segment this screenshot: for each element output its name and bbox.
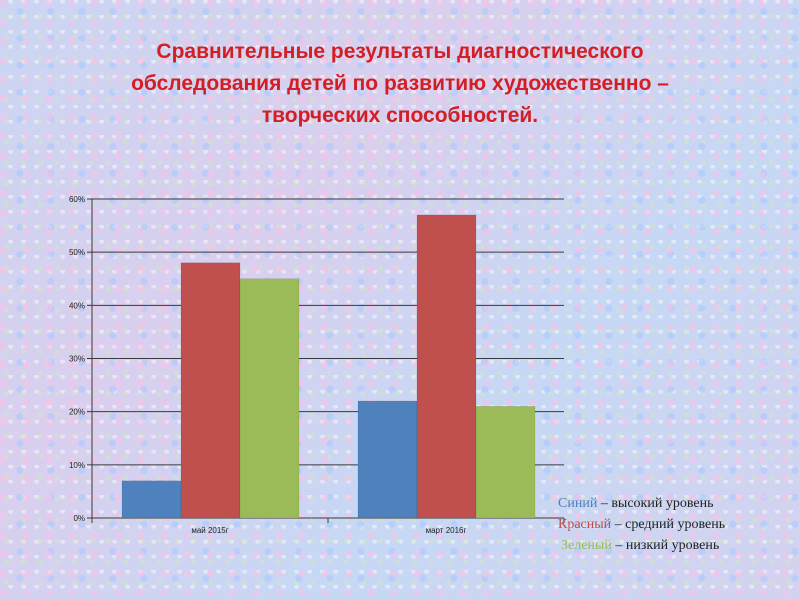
y-tick-label: 50% [69,248,85,257]
chart-title-line-1: Сравнительные результаты диагностическог… [156,40,644,63]
bar [416,214,477,519]
y-tick-label: 30% [69,355,85,364]
bar [239,278,300,519]
legend-item-red: Красный – средний уровень [558,514,725,535]
bar [357,400,418,519]
legend-color-word-green: Зеленый [561,538,612,553]
legend-separator-green: – [611,538,626,553]
chart-legend: Синий – высокий уровень Красный – средни… [558,493,725,556]
y-tick-label: 20% [69,408,85,417]
y-tick-label: 40% [69,301,85,310]
y-tick-label: 60% [69,195,85,204]
bar [121,480,182,519]
x-tick-label: май 2015г [191,526,228,535]
legend-separator-blue: – [597,496,612,511]
legend-separator-red: – [611,517,626,532]
legend-text-green: низкий уровень [625,538,720,553]
legend-text-blue: высокий уровень [611,496,714,511]
y-tick-label: 0% [73,514,85,523]
chart-title: Сравнительные результаты диагностическог… [40,36,760,132]
legend-item-green: Зеленый – низкий уровень [558,535,725,556]
chart-title-line-2: обследования детей по развитию художеств… [131,72,669,95]
legend-color-word-red: Красный [558,517,612,532]
y-tick-label: 10% [69,461,85,470]
chart-title-line-3: творческих способностей. [261,104,539,127]
legend-color-word-blue: Синий [558,496,598,511]
bar [475,406,536,519]
legend-text-red: средний уровень [625,517,726,532]
bar [180,262,241,519]
legend-item-blue: Синий – высокий уровень [558,493,725,514]
x-tick-label: март 2016г [426,526,467,535]
